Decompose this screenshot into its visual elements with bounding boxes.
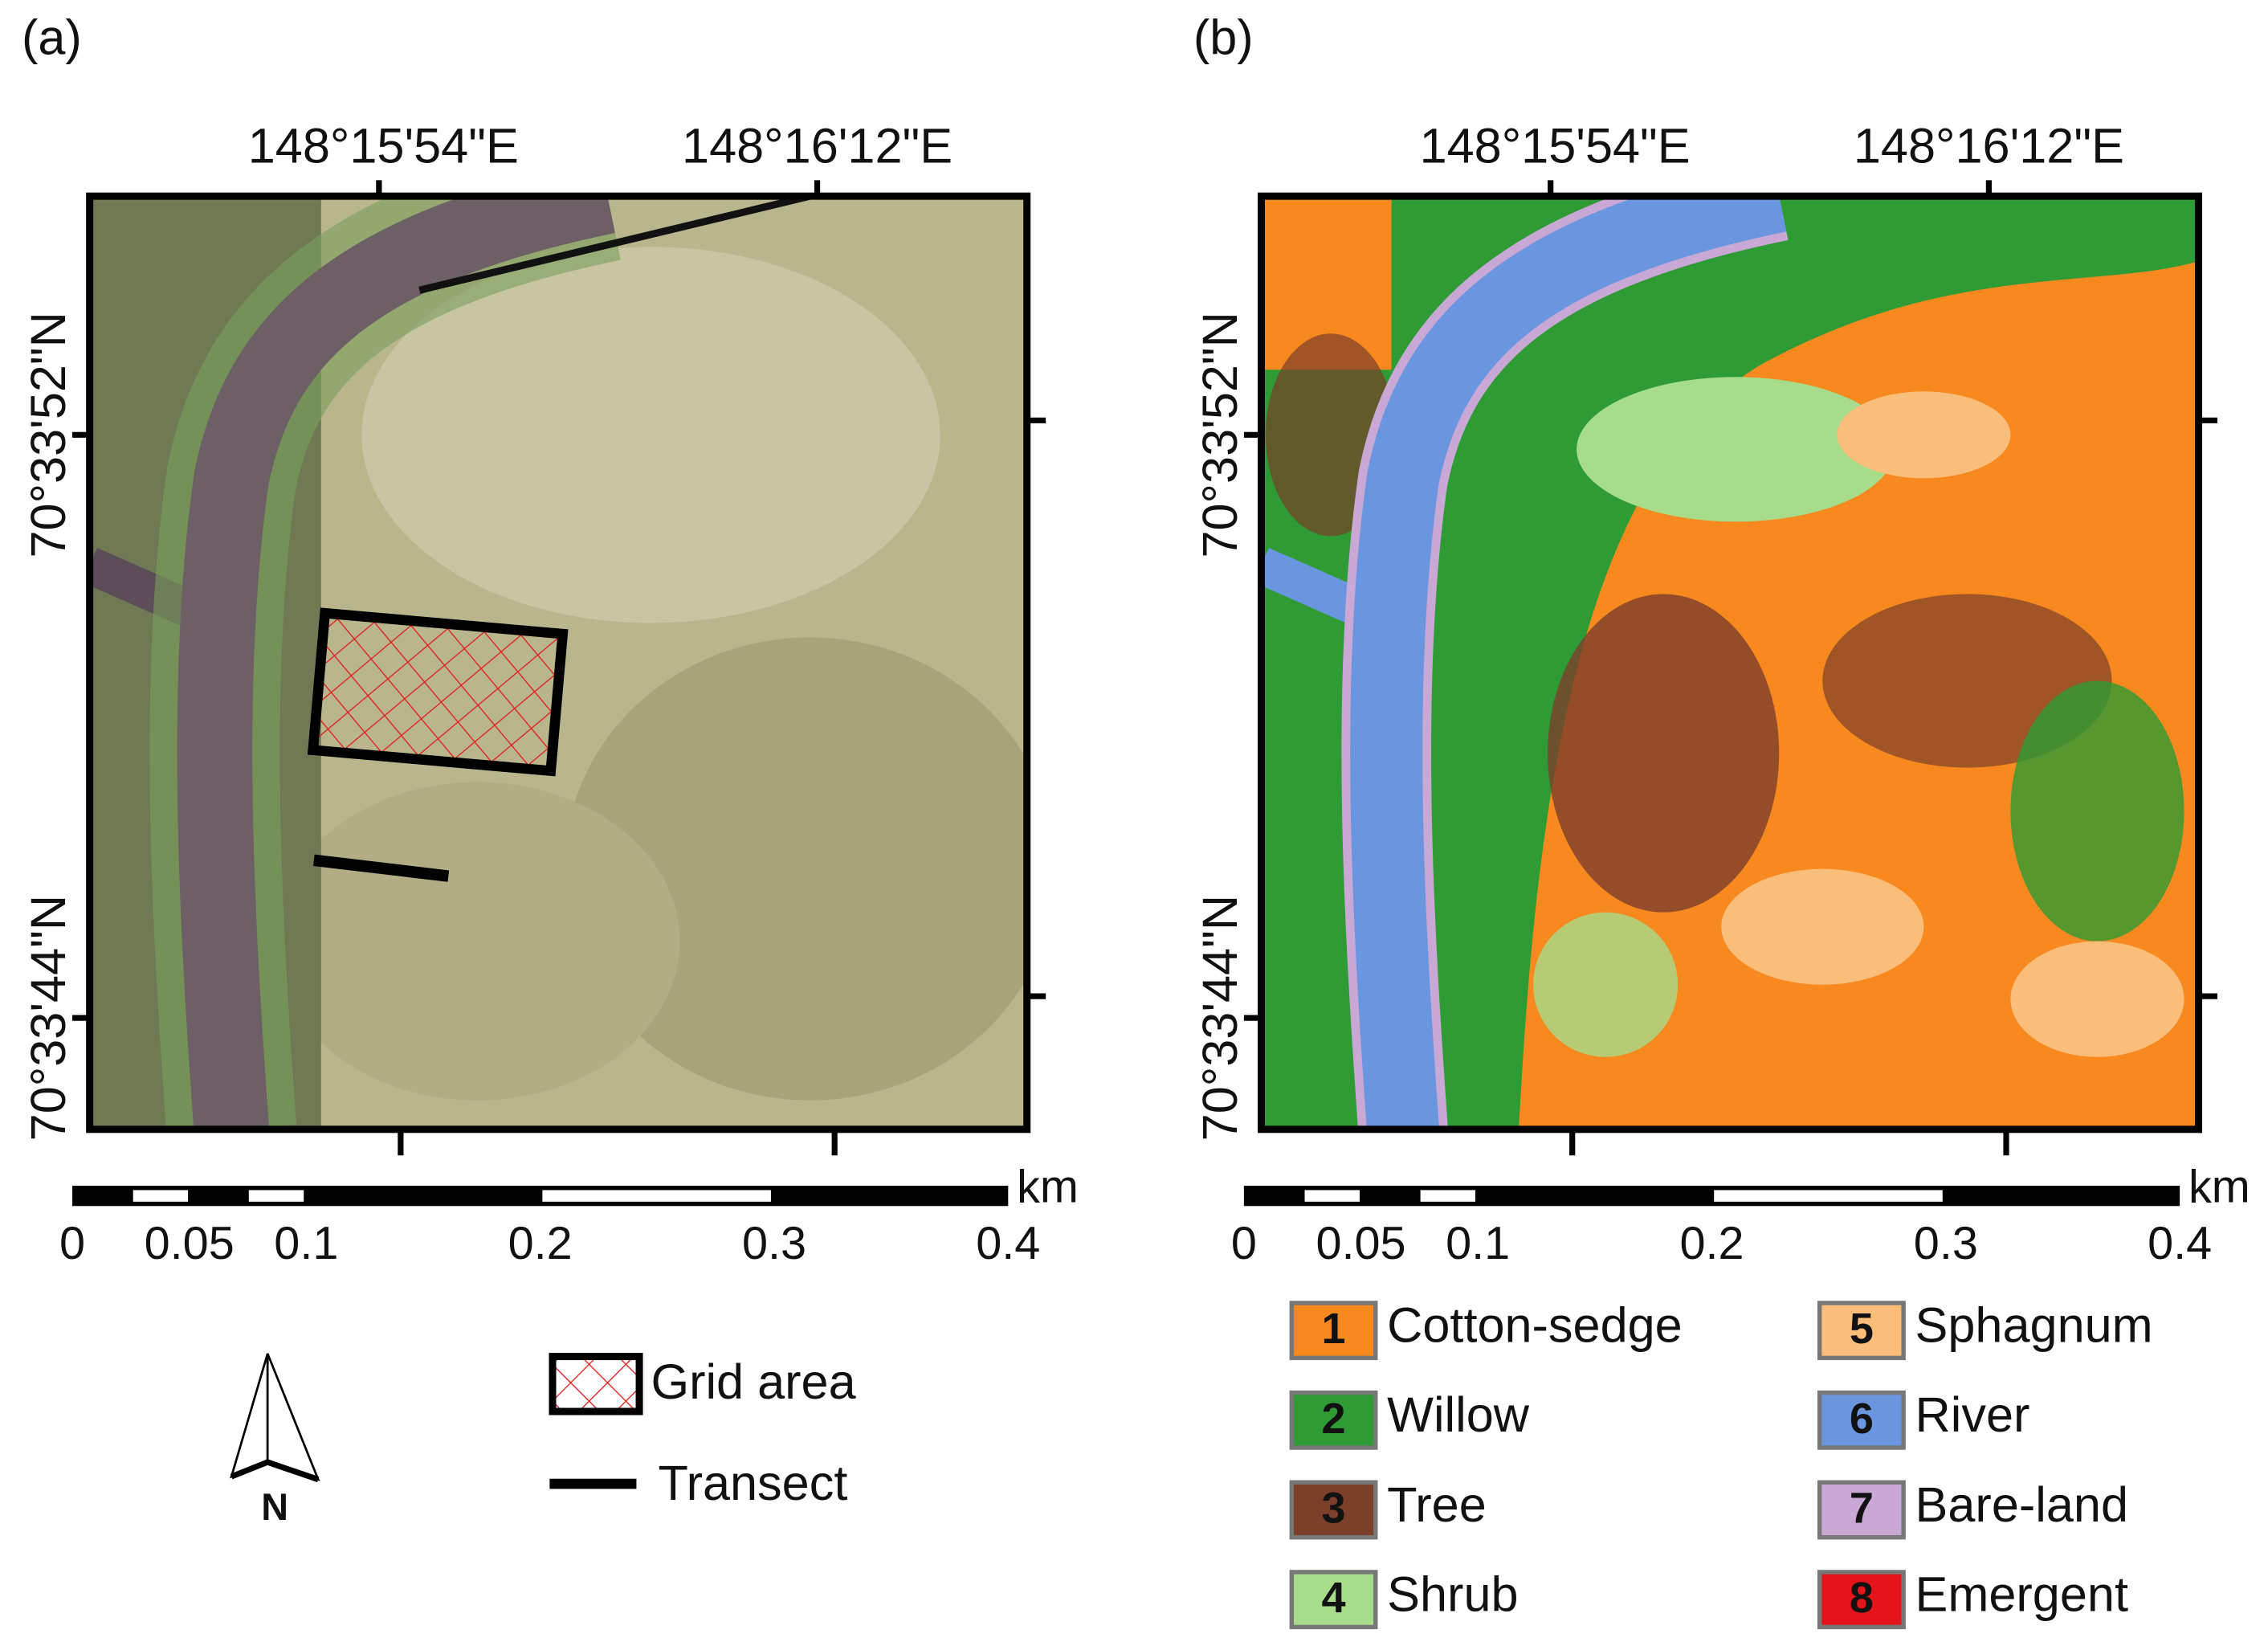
classification-map <box>1261 196 2199 1129</box>
legend-swatch <box>1817 1390 1906 1450</box>
scale-label: 0 <box>1231 1218 1257 1269</box>
legend-number: 1 <box>1322 1305 1346 1353</box>
legend-number: 3 <box>1322 1485 1346 1533</box>
legend-swatch <box>1817 1301 1906 1361</box>
satellite-image <box>89 196 1027 1129</box>
legend-number: 7 <box>1850 1485 1874 1533</box>
legend-label: Transect <box>658 1456 847 1510</box>
panel-label: (b) <box>1193 10 1254 65</box>
legend-swatch <box>1817 1480 1906 1540</box>
panel-label: (a) <box>22 10 82 65</box>
latitude-label: 70°33'44"N <box>1193 895 1247 1141</box>
legend-number: 5 <box>1850 1305 1874 1353</box>
legend-swatch <box>1817 1570 1906 1630</box>
longitude-label: 148°16'12"E <box>1854 119 2124 174</box>
scale-label: 0 <box>59 1218 85 1269</box>
scale-label: 0.1 <box>274 1218 338 1269</box>
legend-label: Bare-land <box>1915 1477 2128 1532</box>
longitude-label: 148°15'54"E <box>248 119 519 174</box>
scale-label: 0.05 <box>145 1218 235 1269</box>
legend-swatch <box>1289 1301 1378 1361</box>
scale-label: 0.3 <box>1914 1218 1978 1269</box>
scale-label: 0.4 <box>2148 1218 2212 1269</box>
legend-label: Sphagnum <box>1915 1298 2153 1353</box>
legend-number: 6 <box>1850 1395 1874 1443</box>
north-arrow <box>230 1353 320 1483</box>
map-frame <box>86 192 1031 1134</box>
legend-label: Emergent <box>1915 1567 2128 1622</box>
scale-unit: km <box>1017 1162 1079 1213</box>
legend-number: 2 <box>1322 1395 1346 1443</box>
legend-label: River <box>1915 1387 2030 1442</box>
map-frame <box>1257 192 2203 1134</box>
scale-unit: km <box>2188 1162 2250 1213</box>
legend-label: Tree <box>1387 1477 1487 1532</box>
legend-swatch <box>1289 1570 1378 1630</box>
latitude-label: 70°33'52"N <box>1193 312 1247 558</box>
latitude-label: 70°33'44"N <box>21 895 75 1141</box>
legend-number: 8 <box>1850 1574 1874 1622</box>
legend-label: Grid area <box>651 1354 856 1409</box>
scale-label: 0.05 <box>1316 1218 1405 1269</box>
scale-bar <box>1243 1186 2180 1207</box>
legend-swatch <box>549 1353 643 1415</box>
scale-label: 0.1 <box>1446 1218 1510 1269</box>
north-label: N <box>261 1486 288 1528</box>
scale-label: 0.4 <box>976 1218 1040 1269</box>
longitude-label: 148°15'54"E <box>1420 119 1691 174</box>
legend-swatch <box>1289 1390 1378 1450</box>
scale-label: 0.2 <box>508 1218 573 1269</box>
legend-label: Willow <box>1387 1387 1530 1442</box>
scale-label: 0.3 <box>742 1218 806 1269</box>
longitude-label: 148°16'12"E <box>682 119 952 174</box>
legend-label: Cotton-sedge <box>1387 1298 1683 1353</box>
scale-bar <box>72 1186 1009 1207</box>
latitude-label: 70°33'52"N <box>21 312 75 558</box>
scale-label: 0.2 <box>1679 1218 1744 1269</box>
legend-swatch <box>1289 1480 1378 1540</box>
legend-label: Shrub <box>1387 1567 1518 1622</box>
legend-number: 4 <box>1322 1574 1346 1622</box>
